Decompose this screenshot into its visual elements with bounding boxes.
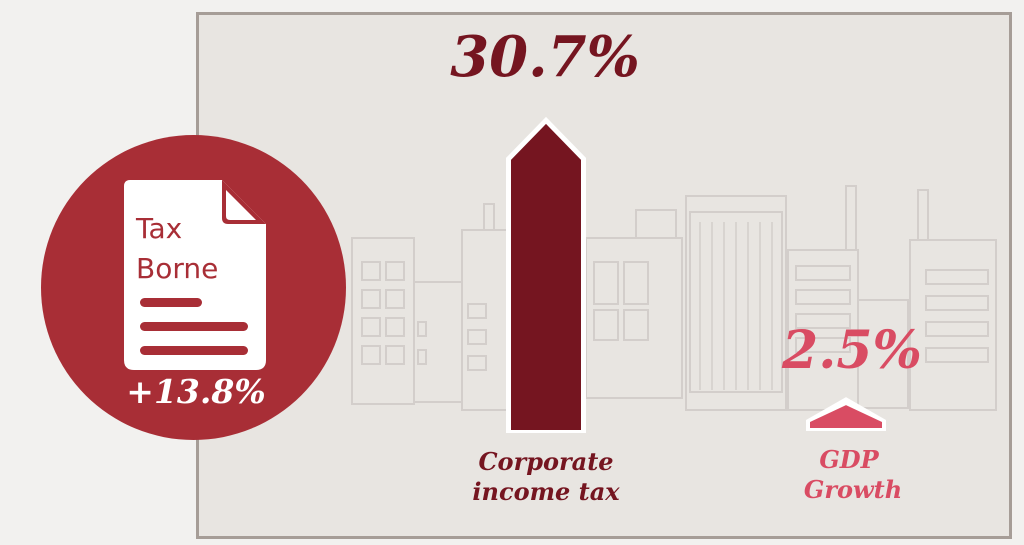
gdp-value-label: 2.5% [781,320,922,381]
cit-category-label-line2: income tax [472,477,620,506]
cit-bar [511,123,581,431]
gdp-category-label-line2: Growth [804,475,902,504]
document-icon [124,180,266,370]
borne-label: Borne [136,252,219,285]
tax-borne-change: +13.8% [126,372,266,411]
gdp-category-label-line1: GDP [819,445,879,474]
gdp-bar [810,405,882,428]
cit-category-label-line1: Corporate [478,447,613,476]
tax-label: Tax [136,212,183,245]
cit-value-label: 30.7% [450,24,640,90]
